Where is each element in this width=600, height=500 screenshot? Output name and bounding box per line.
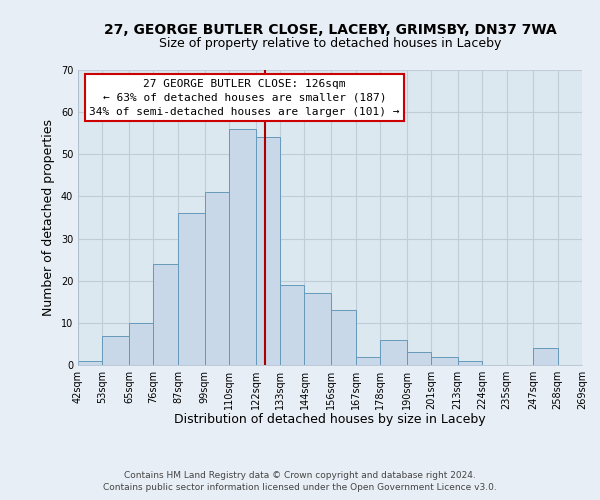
Bar [178, 214, 205, 365]
Text: Size of property relative to detached houses in Laceby: Size of property relative to detached ho… [159, 38, 501, 51]
Text: 27, GEORGE BUTLER CLOSE, LACEBY, GRIMSBY, DN37 7WA: 27, GEORGE BUTLER CLOSE, LACEBY, GRIMSBY… [104, 22, 556, 36]
Text: 27 GEORGE BUTLER CLOSE: 126sqm
← 63% of detached houses are smaller (187)
34% of: 27 GEORGE BUTLER CLOSE: 126sqm ← 63% of … [89, 79, 400, 117]
Bar [78, 361, 103, 365]
Bar [458, 361, 482, 365]
Y-axis label: Number of detached properties: Number of detached properties [42, 119, 55, 316]
Bar [280, 285, 304, 365]
Bar [331, 310, 356, 365]
Bar [533, 348, 557, 365]
Bar [304, 294, 331, 365]
Bar [407, 352, 431, 365]
X-axis label: Distribution of detached houses by size in Laceby: Distribution of detached houses by size … [174, 414, 486, 426]
Bar [154, 264, 178, 365]
Bar [356, 356, 380, 365]
Bar [103, 336, 129, 365]
Bar [229, 129, 256, 365]
Bar [380, 340, 407, 365]
Text: Contains HM Land Registry data © Crown copyright and database right 2024.
Contai: Contains HM Land Registry data © Crown c… [103, 471, 497, 492]
Bar [256, 138, 280, 365]
Bar [431, 356, 458, 365]
Bar [129, 323, 154, 365]
Bar [205, 192, 229, 365]
